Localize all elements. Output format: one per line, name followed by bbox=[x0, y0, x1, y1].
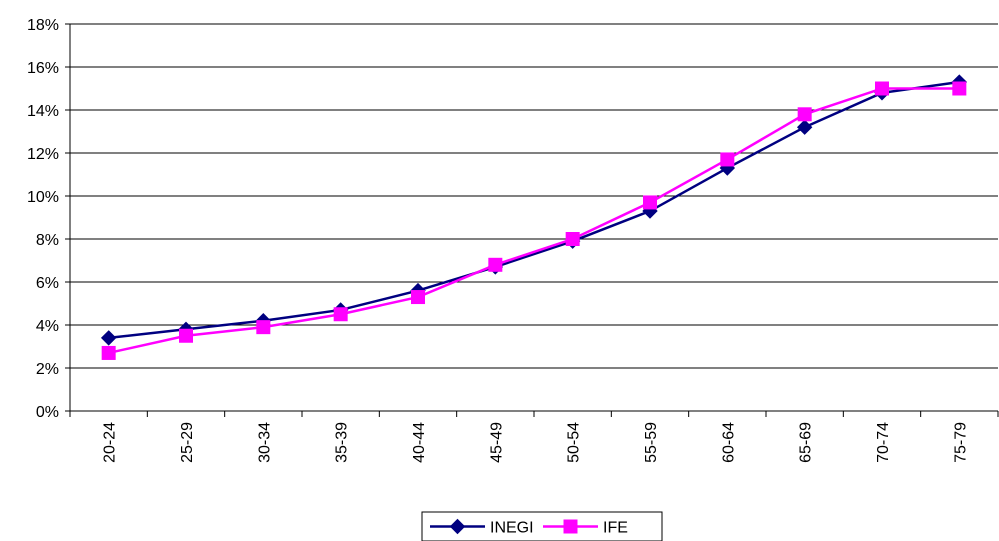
x-tick-label: 55-59 bbox=[643, 422, 660, 463]
data-point-ife bbox=[644, 196, 657, 209]
x-tick-label: 25-29 bbox=[179, 422, 196, 463]
data-point-ife bbox=[102, 346, 115, 359]
x-tick-label: 75-79 bbox=[952, 422, 969, 463]
legend: INEGI IFE bbox=[422, 512, 662, 541]
data-point-ife bbox=[180, 329, 193, 342]
y-tick-label: 8% bbox=[36, 232, 59, 249]
x-tick-label: 35-39 bbox=[334, 422, 351, 463]
x-tick-label: 30-34 bbox=[256, 422, 273, 463]
x-tick-label: 50-54 bbox=[566, 422, 583, 463]
series-inegi bbox=[102, 75, 967, 345]
y-tick-label: 16% bbox=[27, 60, 59, 77]
data-point-ife bbox=[412, 291, 425, 304]
data-point-ife bbox=[876, 82, 889, 95]
y-tick-label: 14% bbox=[27, 103, 59, 120]
x-tick-label: 70-74 bbox=[875, 422, 892, 463]
data-point-ife bbox=[489, 258, 502, 271]
x-tick-label: 20-24 bbox=[102, 422, 119, 463]
y-tick-label: 6% bbox=[36, 275, 59, 292]
axes bbox=[65, 24, 998, 417]
data-point-ife bbox=[257, 321, 270, 334]
x-tick-labels: 20-24 25-29 30-34 35-39 40-44 45-49 50-54 55-59… bbox=[102, 422, 970, 463]
gridlines bbox=[70, 24, 998, 368]
x-tick-label: 65-69 bbox=[798, 422, 815, 463]
y-tick-label: 18% bbox=[27, 17, 59, 34]
data-point-ife bbox=[721, 153, 734, 166]
legend-marker bbox=[564, 520, 577, 533]
x-tick-label: 40-44 bbox=[411, 422, 428, 463]
data-point-inegi bbox=[798, 120, 812, 134]
x-tick-label: 60-64 bbox=[720, 422, 737, 463]
series-ife bbox=[102, 82, 966, 359]
series-line-ife bbox=[109, 89, 960, 353]
data-point-ife bbox=[953, 82, 966, 95]
series-line-inegi bbox=[109, 82, 960, 338]
y-tick-label: 10% bbox=[27, 189, 59, 206]
y-tick-label: 0% bbox=[36, 404, 59, 421]
data-point-ife bbox=[566, 233, 579, 246]
y-tick-label: 4% bbox=[36, 318, 59, 335]
x-tick-label: 45-49 bbox=[488, 422, 505, 463]
data-point-ife bbox=[798, 108, 811, 121]
data-point-ife bbox=[334, 308, 347, 321]
y-tick-label: 12% bbox=[27, 146, 59, 163]
y-tick-labels: 0% 2% 4% 6% 8% 10% 12% 14% 16% 18% bbox=[27, 17, 59, 421]
series bbox=[102, 75, 967, 359]
y-tick-label: 2% bbox=[36, 361, 59, 378]
legend-label: INEGI bbox=[490, 520, 534, 537]
legend-label: IFE bbox=[603, 520, 628, 537]
data-point-inegi bbox=[102, 331, 116, 345]
